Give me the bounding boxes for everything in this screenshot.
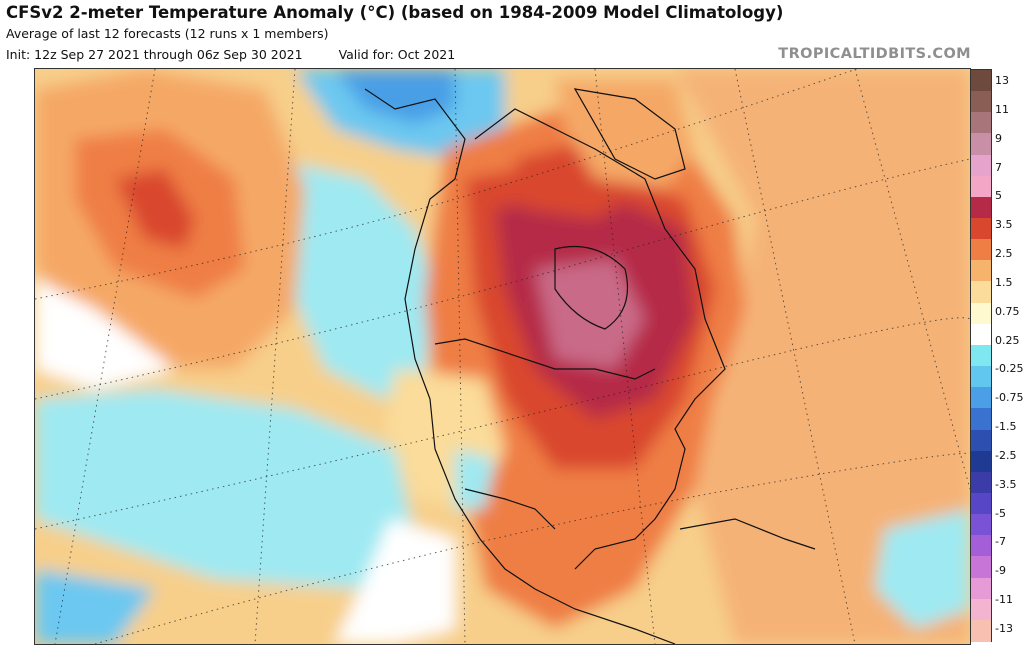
colorbar-tick-label: 5: [995, 189, 1002, 203]
colorbar-swatch: [971, 387, 991, 409]
colorbar-tick-label: 2.5: [995, 247, 1013, 261]
colorbar-swatch: [971, 514, 991, 536]
chart-subtitle: Average of last 12 forecasts (12 runs x …: [6, 26, 329, 41]
colorbar-tick-label: 11: [995, 102, 1009, 116]
latitude-line: [35, 317, 970, 530]
caribbean-islands: [679, 518, 816, 550]
colorbar-swatch: [971, 535, 991, 557]
colorbar-tick-label: 9: [995, 131, 1002, 145]
colorbar: [970, 69, 992, 642]
colorbar-swatch: [971, 260, 991, 283]
pacific-cold-band: [35, 389, 415, 589]
colorbar-swatch: [971, 302, 991, 325]
hudson-extreme: [535, 259, 645, 369]
us-mexico-border: [464, 488, 556, 530]
colorbar-tick-label: -1.5: [995, 420, 1017, 434]
colorbar-tick-label: -2.5: [995, 448, 1017, 462]
colorbar-swatch: [971, 281, 991, 304]
southwest-pacific-cool: [35, 569, 155, 644]
colorbar-swatch: [971, 429, 991, 452]
forecast-info: Init: 12z Sep 27 2021 through 06z Sep 30…: [6, 47, 455, 62]
site-watermark: TROPICALTIDBITS.COM: [778, 46, 971, 62]
colorbar-swatch: [971, 492, 991, 515]
west-coast: [364, 88, 676, 644]
map-canvas: [35, 69, 970, 644]
pacific-neutral: [35, 279, 175, 389]
colorbar-swatch: [971, 323, 991, 346]
colorbar-swatch: [971, 619, 991, 642]
colorbar-swatch: [971, 218, 991, 240]
colorbar-swatch: [971, 450, 991, 473]
colorbar-swatch: [971, 577, 991, 600]
hudson-bay: [554, 245, 629, 330]
colorbar-swatch: [971, 112, 991, 135]
colorbar-tick-label: 1.5: [995, 275, 1013, 289]
east-coast: [474, 108, 726, 570]
colorbar-tick-label: -13: [995, 622, 1013, 635]
greenland-warm: [555, 79, 695, 189]
colorbar-swatch: [971, 133, 991, 156]
pacific-hot-core: [115, 169, 195, 249]
gulf-alaska-cold: [265, 159, 435, 399]
longitude-line: [54, 69, 156, 644]
colorbar-tick-label: 3.5: [995, 218, 1013, 232]
colorbar-swatch: [971, 598, 991, 621]
graticule: [35, 69, 970, 644]
colorbar-swatch: [971, 154, 991, 177]
colorbar-swatch: [971, 91, 991, 113]
atlantic-warm: [675, 69, 970, 644]
coastlines: [364, 88, 816, 644]
colorbar-swatch: [971, 239, 991, 261]
colorbar-tick-label: -5: [995, 506, 1006, 520]
colorbar-tick-label: 13: [995, 74, 1009, 87]
anomaly-map: [34, 68, 971, 645]
greenland-coast: [573, 88, 686, 180]
colorbar-tick-label: 7: [995, 160, 1002, 174]
colorbar-swatch: [971, 556, 991, 579]
chart-title: CFSv2 2-meter Temperature Anomaly (°C) (…: [6, 3, 784, 22]
colorbar-tick-label: -11: [995, 593, 1013, 607]
longitude-line: [454, 69, 466, 644]
colorbar-tick-label: 0.25: [995, 333, 1020, 347]
caribbean-cool: [875, 509, 970, 629]
longitude-line: [854, 69, 970, 490]
init-time-label: Init: 12z Sep 27 2021 through 06z Sep 30…: [6, 47, 303, 62]
us-canada-border: [434, 338, 656, 380]
colorbar-swatch: [971, 196, 991, 219]
anomaly-field: [35, 69, 970, 644]
colorbar-tick-label: 0.75: [995, 304, 1020, 318]
colorbar-tick-label: -9: [995, 564, 1006, 578]
alaska-cold-core: [335, 69, 455, 124]
colorbar-tick-label: -7: [995, 535, 1006, 549]
colorbar-swatch: [971, 471, 991, 494]
baja-neutral: [335, 519, 455, 644]
colorbar-swatch: [971, 70, 991, 92]
colorbar-swatch: [971, 366, 991, 388]
valid-period-label: Valid for: Oct 2021: [338, 47, 456, 62]
colorbar-swatch: [971, 408, 991, 431]
colorbar-tick-label: -3.5: [995, 477, 1017, 491]
colorbar-swatch: [971, 344, 991, 367]
colorbar-tick-label: -0.25: [995, 362, 1024, 376]
colorbar-swatch: [971, 175, 991, 198]
colorbar-tick-label: -0.75: [995, 391, 1024, 405]
